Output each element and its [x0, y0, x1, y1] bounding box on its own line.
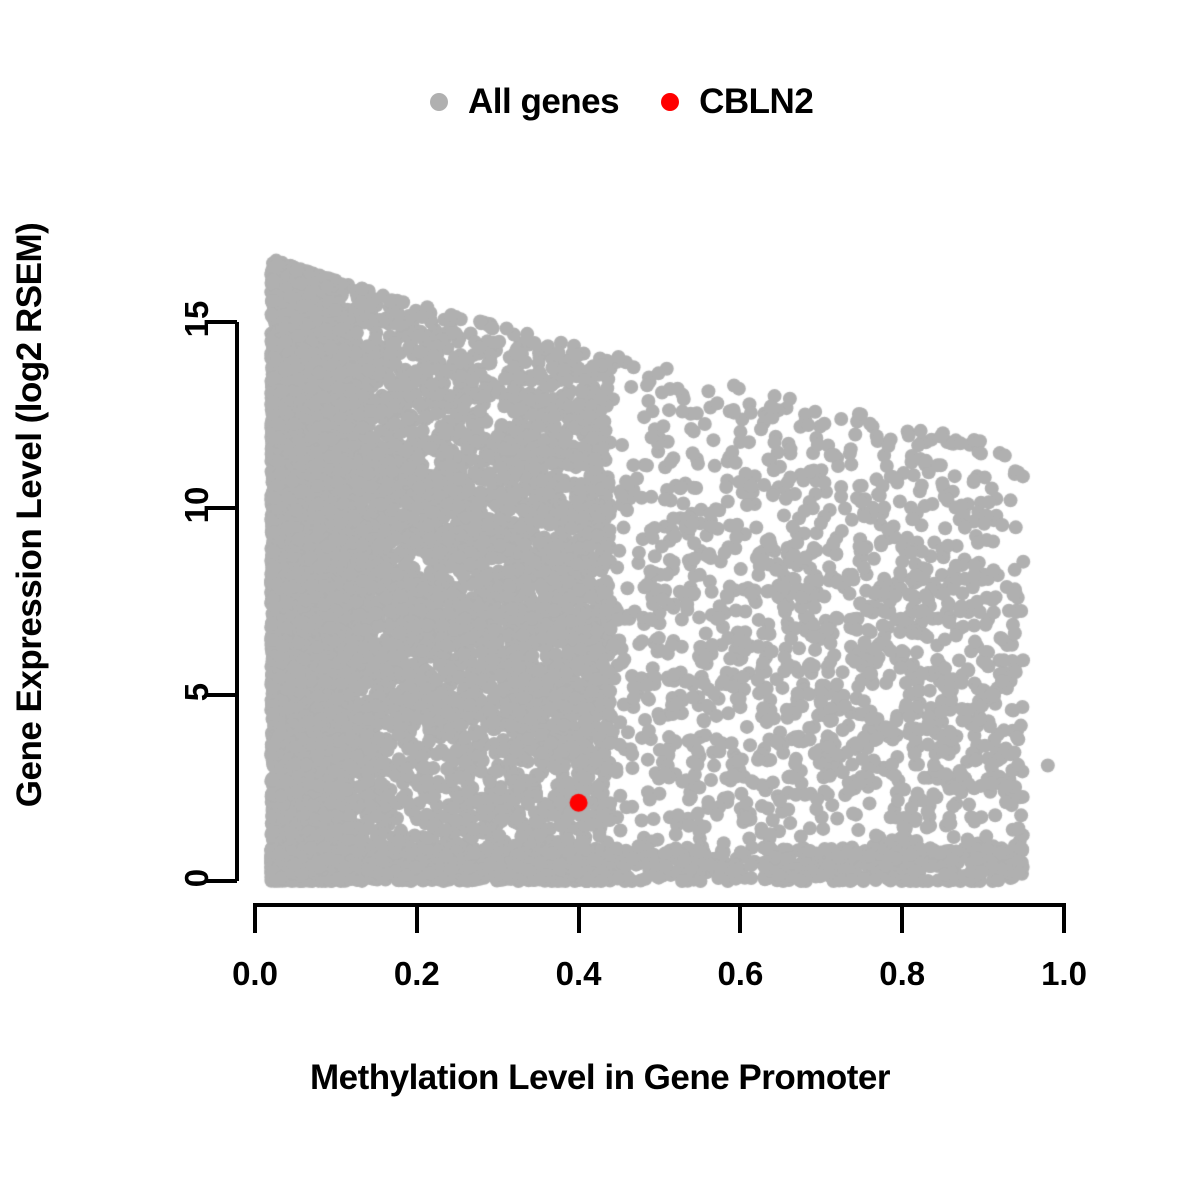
x-axis-tick [576, 903, 581, 933]
y-axis-tick [205, 320, 237, 324]
x-axis-line [255, 903, 1064, 907]
y-axis-tick [205, 879, 237, 883]
x-axis-tick-label: 0.2 [393, 955, 440, 992]
x-axis-tick-label: 1.0 [1041, 955, 1087, 992]
legend-entry-all-genes: All genes [430, 82, 620, 122]
x-axis-tick-label: 0.4 [555, 955, 602, 992]
legend-label-cbln2: CBLN2 [699, 82, 814, 121]
x-axis-tick [1062, 903, 1066, 933]
x-axis-tick-label: 0.0 [232, 955, 278, 992]
x-axis-tick [738, 903, 743, 933]
x-axis-tick [414, 903, 419, 933]
y-axis-tick-label: 10 [178, 486, 215, 524]
y-axis-title: Gene Expression Level (log2 RSEM) [10, 222, 49, 808]
x-axis-tick-label: 0.6 [717, 955, 764, 992]
x-axis-tick [253, 903, 257, 933]
x-axis-tick-label: 0.8 [879, 955, 926, 992]
y-axis-line [235, 322, 239, 881]
y-axis-tick [205, 692, 237, 697]
legend: All genes CBLN2 [430, 82, 814, 122]
y-axis-tick-label: 0 [178, 868, 215, 888]
x-axis-title: Methylation Level in Gene Promoter [309, 1058, 891, 1097]
y-axis-tick-label: 5 [178, 682, 215, 701]
circle-marker-icon [430, 93, 448, 111]
legend-label-all-genes: All genes [468, 82, 620, 121]
y-axis-tick [205, 506, 237, 511]
x-axis-tick [900, 903, 905, 933]
legend-entry-cbln2: CBLN2 [661, 82, 814, 122]
circle-marker-icon [661, 93, 680, 111]
y-axis-tick-label: 15 [178, 300, 215, 338]
